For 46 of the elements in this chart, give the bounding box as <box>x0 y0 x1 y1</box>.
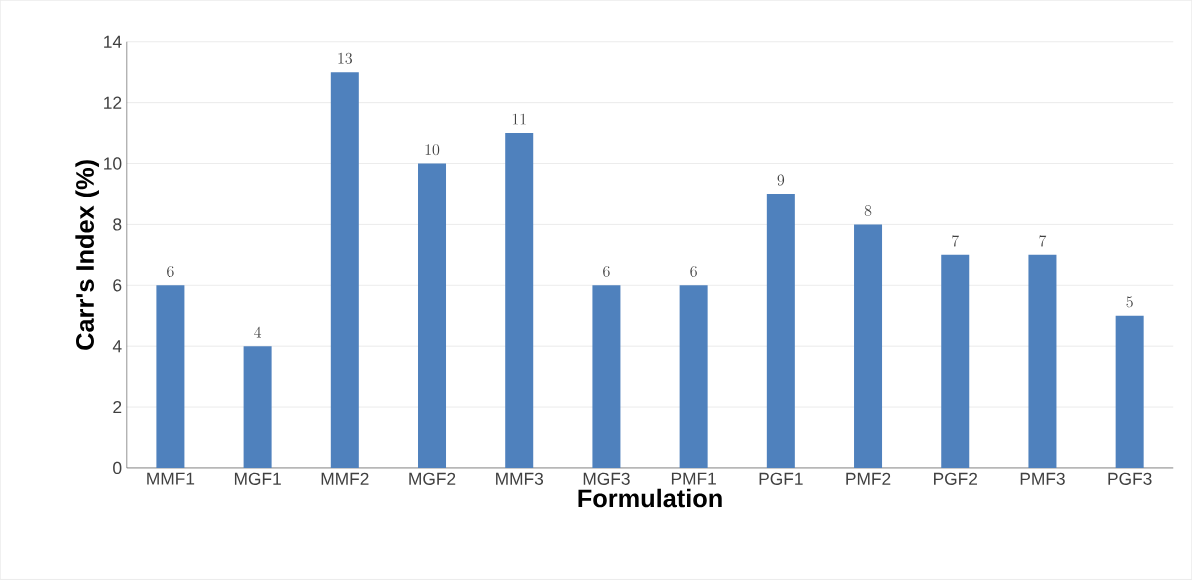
bar <box>330 72 359 469</box>
x-tick-label: MMF3 <box>496 472 544 486</box>
x-tick-label: PGF1 <box>759 472 803 486</box>
x-tick-label: MMF1 <box>147 472 195 485</box>
data-label: 6 <box>690 266 697 278</box>
x-tick-label: PMF2 <box>846 472 891 485</box>
y-axis-title: Carr's Index (%) <box>75 160 99 350</box>
x-tick-label: MGF3 <box>583 472 630 486</box>
data-label: 7 <box>1039 235 1047 247</box>
y-tick-label: 6 <box>113 279 122 292</box>
bar <box>854 224 883 469</box>
y-tick-label: 10 <box>104 157 122 170</box>
bar <box>941 254 970 469</box>
data-label: 7 <box>952 235 959 247</box>
y-tick-label: 4 <box>112 340 122 353</box>
x-tick-label: PGF3 <box>1108 472 1152 486</box>
x-tick-label: MGF2 <box>409 472 456 486</box>
data-label: 6 <box>167 266 174 278</box>
bar <box>592 285 621 469</box>
data-label: 13 <box>338 52 352 64</box>
data-label: 6 <box>603 266 610 278</box>
data-label: 4 <box>254 326 262 338</box>
x-tick-label: MGF1 <box>234 472 281 486</box>
data-label: 9 <box>777 174 785 186</box>
y-tick-label: 12 <box>104 96 122 109</box>
y-tick-label: 0 <box>113 461 122 475</box>
bar <box>505 133 534 469</box>
x-axis-title: Formulation <box>578 488 722 508</box>
x-tick-label: PMF1 <box>671 472 716 485</box>
data-label: 11 <box>512 113 526 125</box>
bar <box>156 285 185 469</box>
x-tick-label: PGF2 <box>934 472 978 486</box>
bar <box>766 194 795 469</box>
data-label: 8 <box>864 205 872 217</box>
data-label: 10 <box>425 144 440 156</box>
y-tick-label: 8 <box>113 218 122 231</box>
y-tick-label: 2 <box>113 401 122 414</box>
bar <box>418 163 447 469</box>
x-tick-label: MMF2 <box>321 472 369 485</box>
bar <box>243 346 272 469</box>
x-tick-label: PMF3 <box>1020 472 1065 486</box>
bar <box>1115 315 1144 469</box>
bar <box>1028 254 1057 469</box>
data-label: 5 <box>1126 296 1133 308</box>
bar <box>679 285 708 469</box>
y-tick-label: 14 <box>104 35 122 48</box>
